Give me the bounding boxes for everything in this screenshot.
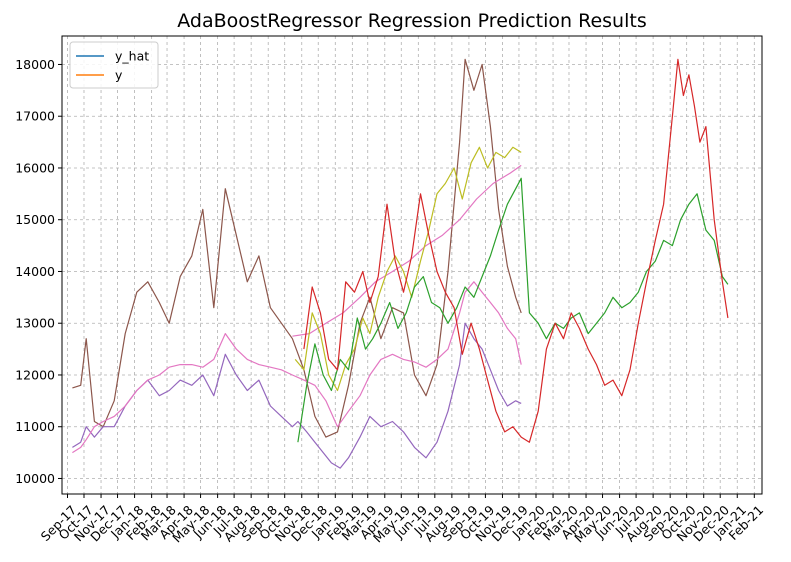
y-tick-label: 12000 <box>15 367 55 382</box>
y-tick-label: 11000 <box>15 419 55 434</box>
legend-label: y <box>115 68 123 83</box>
y-tick-label: 15000 <box>15 212 55 227</box>
legend-label: y_hat <box>115 49 149 64</box>
y-tick-label: 13000 <box>15 316 55 331</box>
series-line <box>303 58 729 443</box>
x-axis-ticks: Sep-17Oct-17Nov-17Dec-17Jan-18Feb-18Mar-… <box>38 494 766 545</box>
y-tick-label: 10000 <box>15 471 55 486</box>
series-line <box>72 322 522 469</box>
series-line <box>297 177 729 443</box>
plot-frame <box>61 35 763 495</box>
series-line <box>292 164 522 337</box>
chart-title: AdaBoostRegressor Regression Prediction … <box>177 10 646 32</box>
y-tick-label: 18000 <box>15 57 55 72</box>
y-tick-label: 16000 <box>15 160 55 175</box>
y-tick-label: 17000 <box>15 109 55 124</box>
y-tick-label: 14000 <box>15 264 55 279</box>
grid <box>62 36 762 494</box>
series-lines <box>72 58 729 469</box>
y-axis-ticks: 10000 11000 12000 13000 14000 15000 16000 17000… <box>15 57 62 486</box>
series-line <box>72 281 522 454</box>
legend-box <box>69 41 159 89</box>
